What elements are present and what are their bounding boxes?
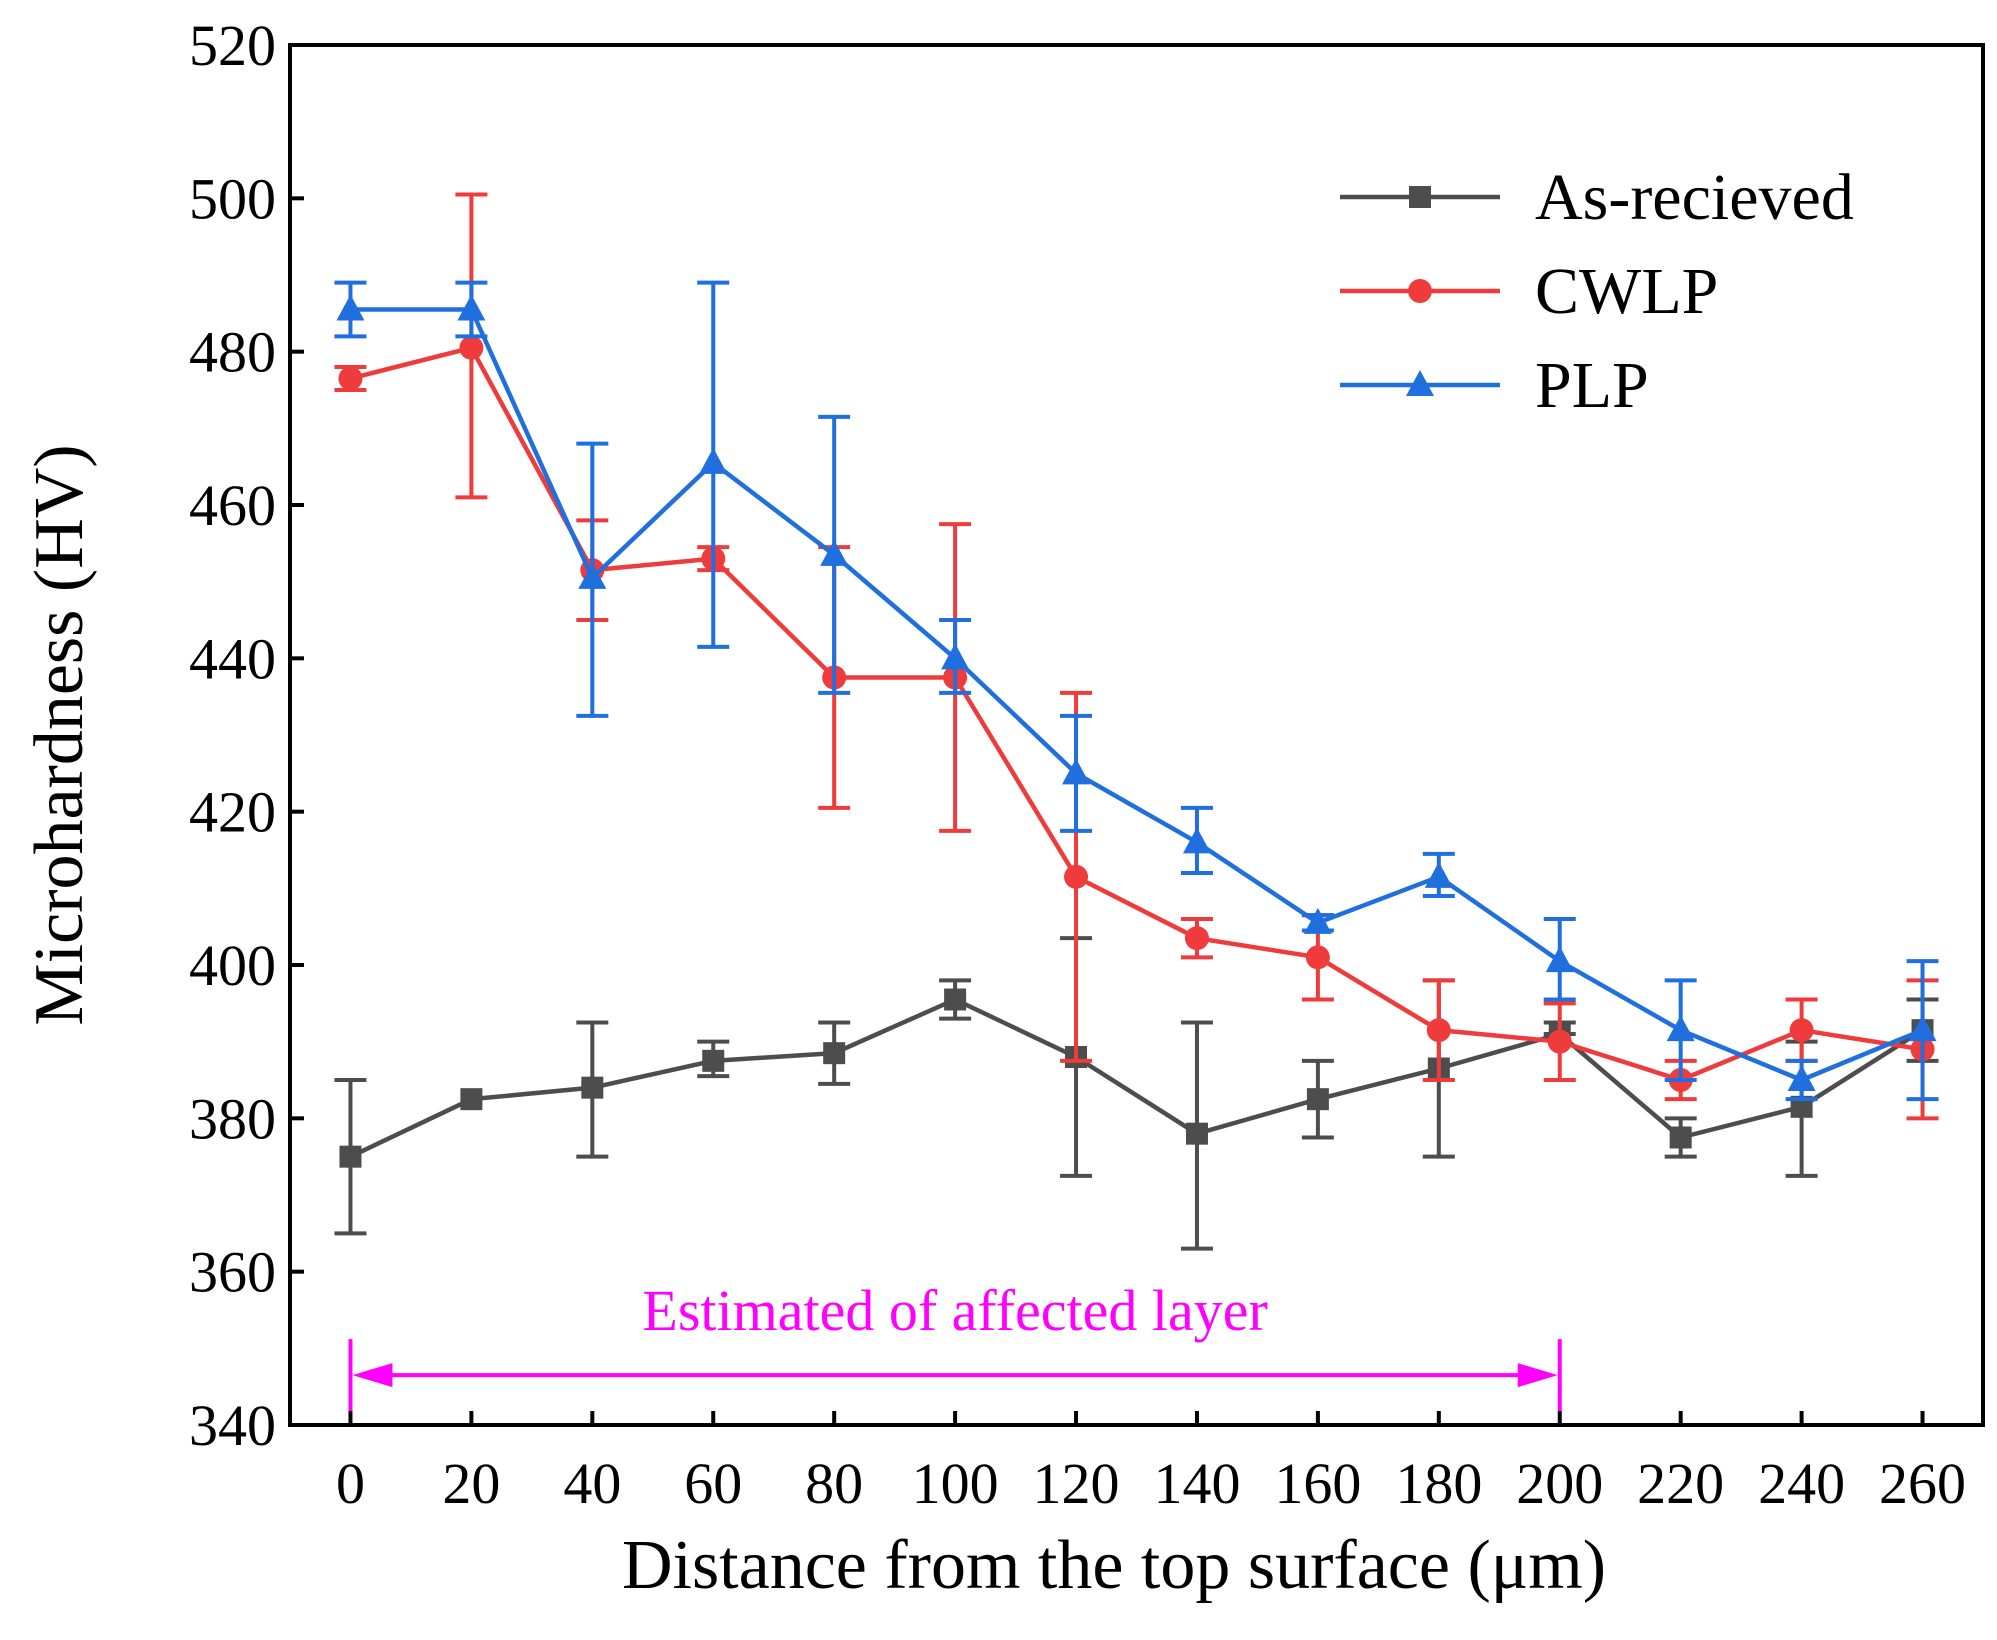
legend-marker bbox=[1408, 279, 1432, 303]
data-point bbox=[578, 562, 607, 589]
data-point bbox=[336, 294, 365, 321]
y-tick-label: 340 bbox=[189, 1393, 276, 1458]
x-axis: 0 20 40 60 80 100 120 140 160 180 200 220 240 260 bbox=[336, 1411, 1966, 1516]
data-point bbox=[457, 294, 486, 321]
x-tick-label: 220 bbox=[1637, 1451, 1724, 1516]
x-tick-label: 180 bbox=[1395, 1451, 1482, 1516]
legend-marker bbox=[1406, 370, 1434, 396]
data-point bbox=[1182, 827, 1211, 854]
data-point bbox=[581, 1076, 604, 1099]
data-point bbox=[1908, 1015, 1937, 1042]
data-point bbox=[1545, 946, 1574, 973]
data-point bbox=[1184, 926, 1209, 951]
data-point bbox=[1306, 1088, 1329, 1111]
y-tick-label: 480 bbox=[189, 320, 276, 385]
annotation-arrowhead-right bbox=[1517, 1363, 1558, 1388]
series-layer bbox=[334, 192, 1939, 1251]
annotation-label: Estimated of affected layer bbox=[642, 1278, 1267, 1343]
x-tick-label: 60 bbox=[684, 1451, 742, 1516]
data-point bbox=[1185, 1122, 1208, 1145]
data-point bbox=[1790, 1095, 1813, 1118]
data-point bbox=[1787, 1065, 1816, 1091]
data-point bbox=[941, 643, 970, 670]
data-point bbox=[1426, 1018, 1451, 1043]
series-plp bbox=[334, 280, 1939, 1102]
data-point bbox=[1789, 1018, 1814, 1043]
data-point bbox=[339, 1145, 362, 1168]
data-point bbox=[1062, 758, 1091, 785]
data-point bbox=[699, 447, 728, 474]
annotation-arrowhead-left bbox=[352, 1363, 393, 1388]
data-point bbox=[1305, 945, 1330, 970]
x-tick-label: 0 bbox=[336, 1451, 365, 1516]
x-tick-label: 20 bbox=[442, 1451, 500, 1516]
y-tick-label: 360 bbox=[189, 1240, 276, 1305]
y-tick-label: 420 bbox=[189, 780, 276, 845]
data-point bbox=[1666, 1015, 1695, 1042]
legend: As-recieved CWLP PLP bbox=[1340, 161, 1854, 422]
data-point bbox=[823, 1042, 846, 1065]
plot-frame bbox=[288, 43, 1985, 1427]
x-tick-label: 160 bbox=[1274, 1451, 1361, 1516]
data-point bbox=[1669, 1126, 1692, 1149]
y-tick-label: 440 bbox=[189, 626, 276, 691]
data-point bbox=[459, 335, 484, 360]
data-point bbox=[702, 1049, 725, 1072]
x-tick-label: 260 bbox=[1879, 1451, 1966, 1516]
x-axis-title: Distance from the top surface (μm) bbox=[622, 1527, 1606, 1604]
data-point bbox=[1303, 907, 1332, 934]
y-axis-title: Microhardness (HV) bbox=[21, 444, 98, 1025]
legend-label: CWLP bbox=[1535, 255, 1718, 328]
data-point bbox=[460, 1088, 483, 1111]
x-tick-label: 200 bbox=[1516, 1451, 1603, 1516]
data-point bbox=[1064, 864, 1089, 889]
y-tick-label: 400 bbox=[189, 933, 276, 998]
series-line bbox=[349, 997, 1924, 1159]
y-tick-label: 460 bbox=[189, 473, 276, 538]
x-tick-label: 40 bbox=[563, 1451, 621, 1516]
x-tick-label: 240 bbox=[1758, 1451, 1845, 1516]
data-point bbox=[1547, 1029, 1572, 1054]
y-tick-label: 500 bbox=[189, 166, 276, 231]
series-line bbox=[350, 307, 1924, 1083]
data-point bbox=[944, 988, 967, 1011]
series-line bbox=[349, 345, 1923, 1083]
series-as-recieved bbox=[334, 936, 1939, 1251]
series-cwlp bbox=[334, 192, 1939, 1121]
data-point bbox=[820, 539, 849, 566]
y-axis: 340 360 380 400 420 440 460 480 500 520 bbox=[189, 13, 304, 1458]
x-tick-label: 80 bbox=[805, 1451, 863, 1516]
data-point bbox=[1424, 861, 1453, 888]
legend-label: PLP bbox=[1535, 349, 1649, 422]
legend-marker bbox=[1409, 186, 1431, 208]
y-tick-label: 520 bbox=[189, 13, 276, 78]
y-tick-label: 380 bbox=[189, 1086, 276, 1151]
x-tick-label: 140 bbox=[1153, 1451, 1240, 1516]
x-tick-label: 100 bbox=[912, 1451, 999, 1516]
annotation-layer: Estimated of affected layer bbox=[348, 1278, 1562, 1412]
x-tick-label: 120 bbox=[1033, 1451, 1120, 1516]
legend-label: As-recieved bbox=[1535, 161, 1854, 234]
data-point bbox=[338, 366, 363, 391]
